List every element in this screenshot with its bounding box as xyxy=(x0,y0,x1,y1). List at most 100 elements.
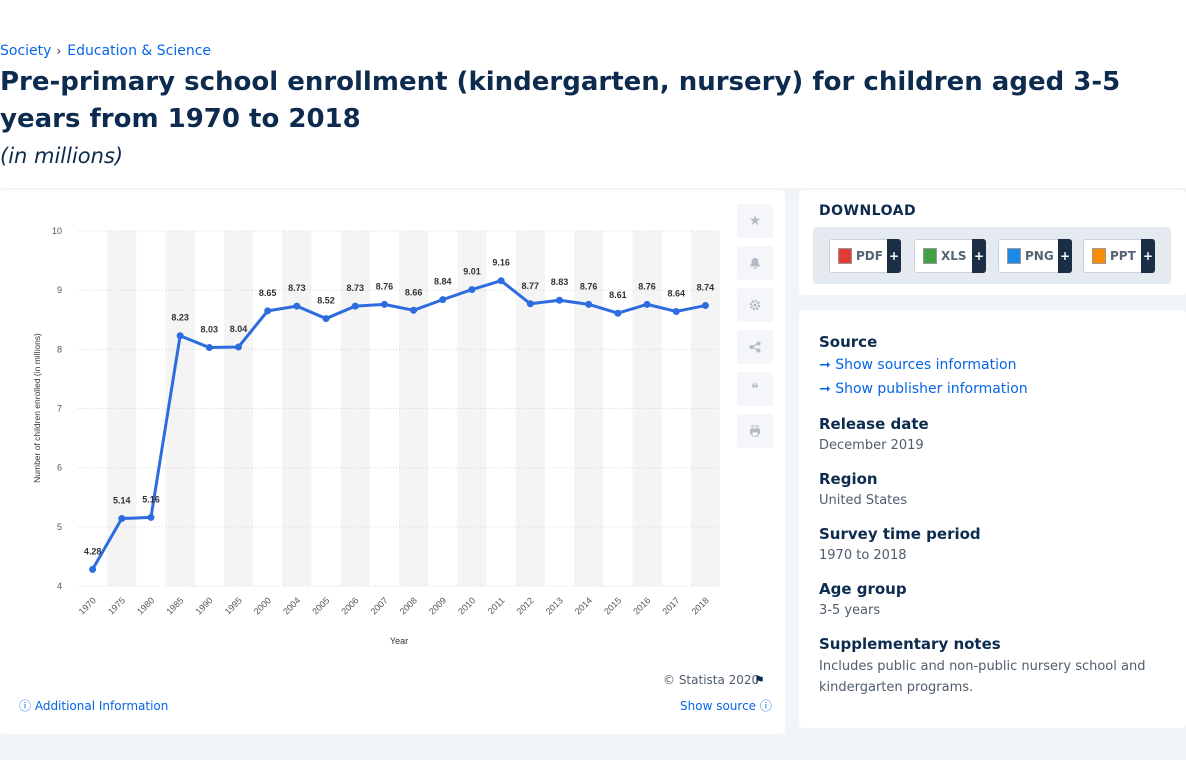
bell-icon[interactable] xyxy=(737,246,773,280)
copyright: © Statista 2020 xyxy=(663,673,760,687)
download-pdf-button[interactable]: PDF + xyxy=(829,239,901,273)
supplementary-notes-value: Includes public and non-public nursery s… xyxy=(819,659,1146,695)
data-point xyxy=(118,515,126,523)
plus-icon: + xyxy=(972,239,986,273)
data-point xyxy=(439,296,447,304)
pdf-file-icon xyxy=(838,248,852,264)
print-icon[interactable] xyxy=(737,414,773,448)
age-group-value: 3-5 years xyxy=(819,603,881,618)
download-ppt-label: PPT xyxy=(1110,249,1136,263)
download-png-button[interactable]: PNG + xyxy=(998,239,1072,273)
data-point xyxy=(351,302,359,310)
plus-icon: + xyxy=(1058,239,1072,273)
additional-information-link[interactable]: ⓘ Additional Information xyxy=(19,697,168,714)
data-point xyxy=(176,332,184,340)
share-icon[interactable] xyxy=(737,330,773,364)
download-xls-button[interactable]: XLS + xyxy=(914,239,986,273)
y-tick-label: 10 xyxy=(52,226,62,236)
show-source-label: Show source xyxy=(680,699,757,713)
column-band xyxy=(107,231,137,586)
line-chart: 4 5 6 7 8 9 10 4.28 1970 5.14 1975 5.16 1980 8.23 1985… xyxy=(32,226,720,646)
column-band xyxy=(632,231,662,586)
supplementary-notes-label: Supplementary notes xyxy=(819,635,1001,653)
data-label: 5.16 xyxy=(142,494,160,504)
show-publisher-link[interactable]: ➞ Show publisher information xyxy=(819,381,1028,397)
data-point xyxy=(89,565,97,573)
survey-period-label: Survey time period xyxy=(819,525,981,543)
data-point xyxy=(614,309,622,317)
plus-icon: + xyxy=(887,239,901,273)
breadcrumb-separator: › xyxy=(56,44,62,58)
data-label: 8.76 xyxy=(638,281,656,291)
page-title: Pre-primary school enrollment (kindergar… xyxy=(0,67,1121,134)
x-tick-label: 1995 xyxy=(223,595,244,616)
download-xls-label: XLS xyxy=(941,249,967,263)
download-ppt-button[interactable]: PPT + xyxy=(1083,239,1155,273)
data-label: 8.65 xyxy=(259,288,277,298)
data-label: 8.61 xyxy=(609,290,627,300)
x-tick-label: 2017 xyxy=(660,595,681,616)
gear-icon[interactable] xyxy=(737,288,773,322)
info-icon: ⓘ xyxy=(756,699,772,713)
data-point xyxy=(235,343,242,351)
x-tick-label: 2012 xyxy=(514,595,535,616)
age-group-label: Age group xyxy=(819,580,907,598)
info-icon: ⓘ xyxy=(19,699,35,713)
y-tick-label: 9 xyxy=(57,285,62,295)
x-tick-label: 2007 xyxy=(369,595,390,616)
data-point xyxy=(585,300,593,308)
x-tick-label: 1980 xyxy=(135,595,156,616)
arrow-right-icon: ➞ xyxy=(819,357,836,373)
source-card xyxy=(799,310,1186,728)
quote-icon[interactable]: ❝ xyxy=(737,372,773,406)
x-tick-label: 2018 xyxy=(690,595,711,616)
x-tick-label: 1990 xyxy=(193,595,214,616)
data-point xyxy=(556,296,563,304)
y-axis-title: Number of children enrolled (in millions… xyxy=(32,333,42,483)
data-label: 8.84 xyxy=(434,277,452,287)
y-tick-label: 5 xyxy=(57,522,62,532)
x-tick-label: 1975 xyxy=(106,595,127,616)
show-publisher-label: Show publisher information xyxy=(835,381,1028,397)
data-point xyxy=(643,300,651,308)
breadcrumb-society[interactable]: Society xyxy=(0,43,52,59)
source-heading: Source xyxy=(819,333,878,351)
data-point xyxy=(497,277,505,285)
data-label: 8.76 xyxy=(580,281,598,291)
show-source-link[interactable]: Show source ⓘ xyxy=(680,697,772,714)
star-icon[interactable]: ★ xyxy=(737,204,773,238)
data-point xyxy=(468,286,476,294)
png-file-icon xyxy=(1007,248,1021,264)
x-tick-label: 2005 xyxy=(310,595,331,616)
data-label: 8.73 xyxy=(288,283,306,293)
flag-icon[interactable]: ⚑ xyxy=(754,673,765,687)
x-tick-label: 2013 xyxy=(544,595,565,616)
release-date-label: Release date xyxy=(819,415,929,433)
x-tick-label: 2004 xyxy=(281,595,302,616)
data-label: 8.64 xyxy=(667,288,685,298)
x-axis-title: Year xyxy=(390,636,408,646)
data-point xyxy=(701,302,709,310)
show-sources-link[interactable]: ➞ Show sources information xyxy=(819,357,1016,373)
data-label: 4.28 xyxy=(84,546,102,556)
data-point xyxy=(380,300,388,308)
y-tick-label: 8 xyxy=(57,344,62,354)
release-date-value: December 2019 xyxy=(819,438,924,453)
data-label: 5.14 xyxy=(113,496,131,506)
x-tick-label: 2009 xyxy=(427,595,448,616)
chart-toolbar: ★ ❝ xyxy=(737,204,773,456)
data-point xyxy=(672,307,680,315)
data-point xyxy=(322,315,330,323)
data-label: 8.03 xyxy=(201,325,219,335)
data-label: 8.74 xyxy=(697,283,715,293)
x-tick-label: 2014 xyxy=(573,595,594,616)
data-point xyxy=(526,300,534,308)
data-label: 8.73 xyxy=(346,283,364,293)
breadcrumb-education-science[interactable]: Education & Science xyxy=(67,43,212,59)
x-tick-label: 1970 xyxy=(77,595,98,616)
x-tick-label: 2010 xyxy=(456,595,477,616)
ppt-file-icon xyxy=(1092,248,1106,264)
data-point xyxy=(264,307,272,315)
x-tick-label: 2000 xyxy=(252,595,273,616)
arrow-right-icon: ➞ xyxy=(819,381,836,397)
